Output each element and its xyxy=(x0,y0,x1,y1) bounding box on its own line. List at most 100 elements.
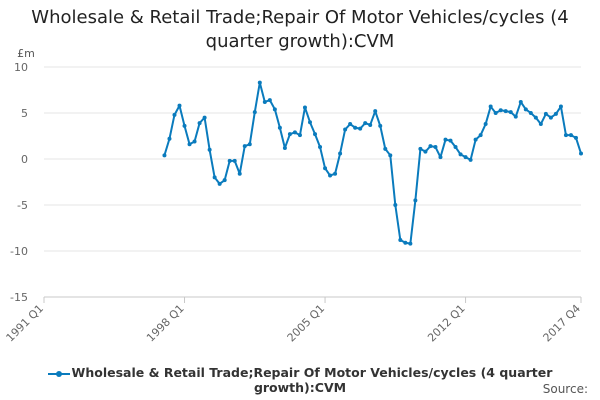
data-point xyxy=(252,110,257,115)
data-point xyxy=(433,145,438,150)
data-point xyxy=(528,111,533,115)
data-point xyxy=(518,99,523,104)
data-point xyxy=(428,144,433,149)
data-point xyxy=(473,137,478,142)
data-point xyxy=(413,198,418,203)
data-point xyxy=(488,104,493,109)
data-point xyxy=(403,240,408,245)
x-tick-label: 2005 Q1 xyxy=(285,302,328,345)
data-point xyxy=(393,203,398,207)
chart-title: Wholesale & Retail Trade;Repair Of Motor… xyxy=(31,7,569,52)
data-point xyxy=(302,105,307,110)
data-point xyxy=(478,133,483,138)
data-point xyxy=(182,123,187,128)
data-point xyxy=(313,132,318,137)
data-point xyxy=(483,122,488,127)
y-tick-label: -5 xyxy=(17,199,28,212)
data-point xyxy=(177,103,182,108)
x-tick-label: 2012 Q1 xyxy=(425,302,468,345)
data-point xyxy=(418,146,423,151)
source-label: Source: xyxy=(542,382,588,396)
data-point xyxy=(207,147,212,152)
data-point xyxy=(247,142,252,147)
data-point xyxy=(167,136,172,141)
data-point xyxy=(328,173,333,178)
data-point xyxy=(368,122,373,127)
data-point xyxy=(348,122,353,127)
data-point xyxy=(363,121,368,126)
data-point xyxy=(503,109,508,114)
series-line xyxy=(163,81,582,245)
data-point xyxy=(458,152,463,157)
data-point xyxy=(187,142,192,147)
data-point xyxy=(237,171,242,176)
data-point xyxy=(277,125,282,130)
data-point xyxy=(338,151,343,156)
data-point xyxy=(563,133,568,138)
y-tick-label: 5 xyxy=(21,107,28,120)
data-point xyxy=(378,123,383,128)
x-tick-label: 1991 Q1 xyxy=(4,302,47,345)
data-point xyxy=(543,111,548,116)
data-point xyxy=(172,112,177,117)
data-point xyxy=(579,151,583,156)
y-axis: £m10 5 0 -5 -10 -15 xyxy=(10,47,35,304)
series-group xyxy=(162,80,583,246)
x-axis: 1991 Q1 1998 Q1 2005 Q1 2012 Q1 2017 Q4 xyxy=(4,296,584,345)
data-point xyxy=(498,108,503,113)
data-point xyxy=(333,171,338,176)
data-point xyxy=(463,155,468,160)
x-tick-label: 1998 Q1 xyxy=(144,302,187,345)
data-point xyxy=(197,121,202,126)
data-point xyxy=(383,146,388,151)
data-point xyxy=(282,145,287,150)
y-tick-label: 10 xyxy=(14,61,28,74)
data-point xyxy=(267,98,272,103)
data-point xyxy=(222,178,227,183)
data-point xyxy=(262,99,267,104)
data-point xyxy=(538,122,543,127)
legend-label: Wholesale & Retail Trade;Repair Of Motor… xyxy=(71,365,553,395)
data-point xyxy=(272,107,277,112)
data-point xyxy=(257,80,262,85)
data-point xyxy=(202,115,207,120)
data-point xyxy=(513,114,518,119)
data-point xyxy=(398,237,403,242)
data-point xyxy=(453,145,458,150)
data-point xyxy=(242,144,247,149)
data-point xyxy=(217,181,222,186)
data-point xyxy=(318,145,323,150)
data-point xyxy=(287,132,292,137)
y-unit-label: £m xyxy=(17,47,35,60)
data-point xyxy=(493,111,498,115)
y-tick-label: -10 xyxy=(10,245,28,258)
data-point xyxy=(162,153,167,158)
gridlines xyxy=(44,66,581,298)
data-point xyxy=(448,138,453,143)
data-point xyxy=(373,109,378,114)
legend-swatch xyxy=(47,369,70,379)
data-point xyxy=(408,241,413,246)
data-point xyxy=(353,125,358,130)
data-point xyxy=(573,135,578,140)
legend[interactable]: Wholesale & Retail Trade;Repair Of Motor… xyxy=(0,365,600,395)
data-point xyxy=(468,157,473,162)
data-point xyxy=(212,175,217,180)
data-point xyxy=(323,166,328,171)
data-point xyxy=(523,107,528,112)
data-point xyxy=(192,139,197,144)
y-tick-label: 0 xyxy=(21,153,28,166)
data-point xyxy=(307,120,312,125)
data-point xyxy=(423,149,428,154)
data-point xyxy=(343,127,348,132)
data-point xyxy=(438,155,443,160)
y-tick-label: -15 xyxy=(10,291,28,304)
data-point xyxy=(508,110,513,115)
data-point xyxy=(568,133,573,138)
data-point xyxy=(533,115,538,120)
data-point xyxy=(358,126,363,131)
data-point xyxy=(292,130,297,135)
data-point xyxy=(548,115,553,120)
x-tick-label: 2017 Q4 xyxy=(541,302,584,345)
